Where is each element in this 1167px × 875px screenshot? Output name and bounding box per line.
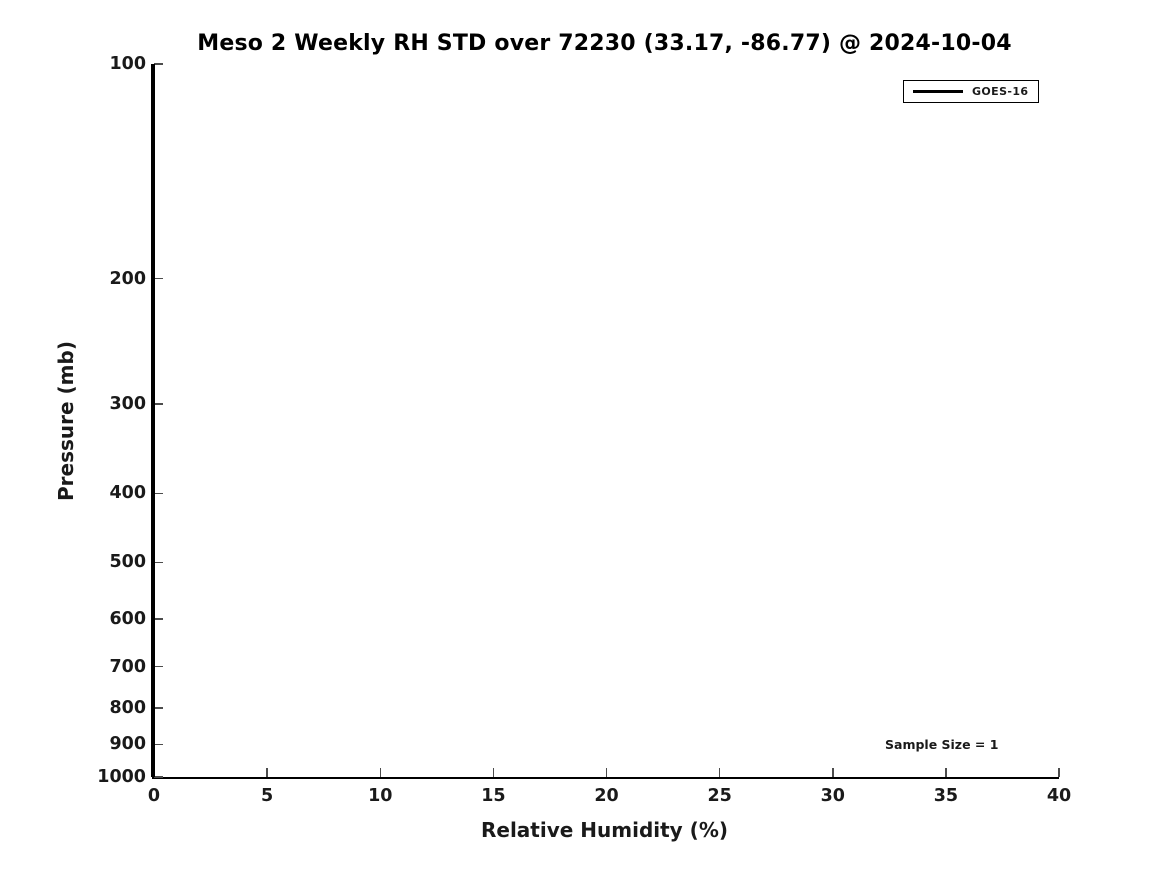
- y-tick: [154, 743, 163, 746]
- x-tick-label: 15: [481, 786, 506, 806]
- y-tick-label: 200: [109, 268, 146, 289]
- x-tick-label: 0: [147, 786, 161, 806]
- y-axis-label: Pressure (mb): [54, 341, 78, 501]
- legend: GOES-16: [903, 80, 1039, 103]
- x-tick: [605, 768, 608, 777]
- x-tick: [266, 768, 268, 777]
- x-tick: [492, 768, 495, 777]
- y-tick-label: 300: [109, 394, 146, 415]
- y-tick: [154, 776, 163, 778]
- x-tick: [379, 768, 381, 777]
- y-tick: [154, 707, 163, 709]
- y-tick: [154, 277, 163, 280]
- y-tick: [154, 665, 163, 668]
- y-tick-label: 600: [109, 608, 146, 629]
- y-tick-label: 1000: [97, 767, 146, 787]
- y-tick: [154, 403, 163, 405]
- y-tick-label: 500: [109, 552, 146, 573]
- y-tick-label: 800: [109, 697, 146, 718]
- legend-entry-label: GOES-16: [972, 85, 1029, 98]
- x-tick-label: 35: [933, 786, 959, 806]
- x-tick: [832, 768, 834, 777]
- y-tick: [154, 492, 163, 495]
- sample-size-annotation: Sample Size = 1: [885, 737, 999, 752]
- y-tick-label: 100: [109, 54, 146, 74]
- chart-title: Meso 2 Weekly RH STD over 72230 (33.17, …: [197, 31, 1012, 56]
- x-tick-label: 30: [820, 786, 845, 806]
- x-tick: [945, 768, 947, 777]
- series-line-goes-16: [151, 64, 155, 777]
- y-tick-label: 700: [109, 656, 146, 677]
- x-tick-label: 5: [261, 786, 274, 806]
- plot-area: 100 200 300 400 500 600 700 800 900 1000 0 5 10 15 20 2…: [97, 54, 1071, 806]
- y-tick: [154, 63, 163, 65]
- x-tick-label: 20: [594, 786, 619, 806]
- x-tick-label: 40: [1046, 786, 1072, 806]
- x-axis-label: Relative Humidity (%): [480, 818, 729, 842]
- y-tick-label: 400: [109, 483, 146, 504]
- legend-line-sample-icon: [913, 90, 963, 93]
- x-tick-label: 10: [368, 786, 393, 806]
- y-tick-label: 900: [109, 734, 146, 755]
- x-tick-label: 25: [707, 786, 732, 806]
- x-tick: [1058, 768, 1060, 777]
- y-tick: [154, 561, 163, 564]
- x-tick: [718, 768, 721, 777]
- y-tick: [154, 618, 163, 620]
